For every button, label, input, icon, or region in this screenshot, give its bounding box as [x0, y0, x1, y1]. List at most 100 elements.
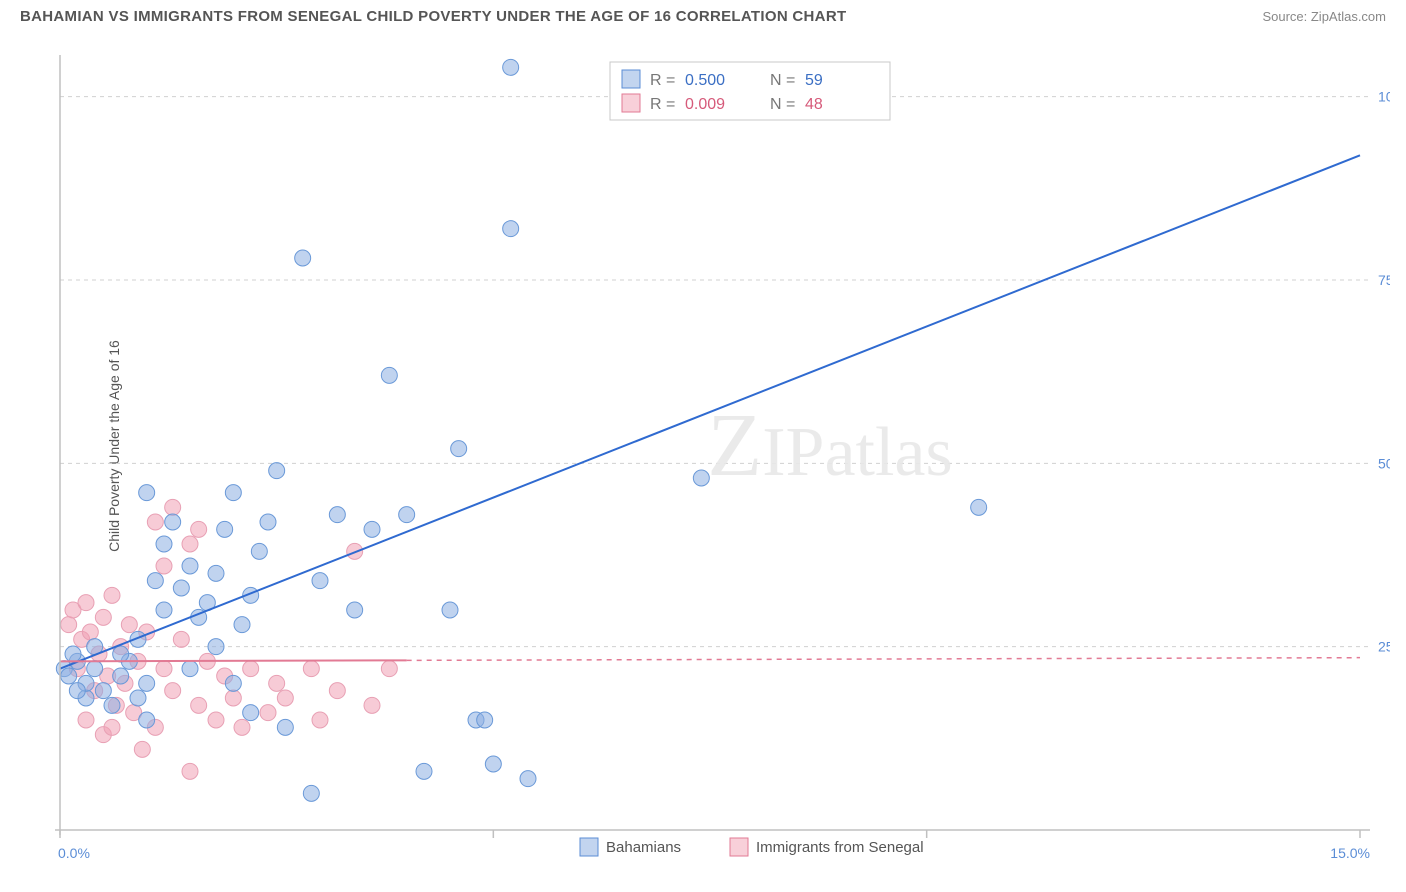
scatter-point-bahamian — [260, 514, 276, 530]
scatter-point-senegal — [269, 675, 285, 691]
stat-n-label: N = — [770, 72, 795, 89]
scatter-point-senegal — [61, 617, 77, 633]
scatter-point-senegal — [191, 521, 207, 537]
scatter-point-senegal — [381, 661, 397, 677]
scatter-point-bahamian — [147, 573, 163, 589]
scatter-point-bahamian — [182, 558, 198, 574]
scatter-point-bahamian — [139, 485, 155, 501]
scatter-point-bahamian — [113, 646, 129, 662]
scatter-point-senegal — [208, 712, 224, 728]
scatter-point-bahamian — [269, 463, 285, 479]
scatter-point-senegal — [82, 624, 98, 640]
scatter-point-senegal — [104, 587, 120, 603]
scatter-point-bahamian — [69, 683, 85, 699]
scatter-point-senegal — [173, 631, 189, 647]
scatter-point-bahamian — [95, 683, 111, 699]
legend-label-bahamian: Bahamians — [606, 839, 681, 856]
x-tick-label: 0.0% — [58, 845, 90, 861]
scatter-point-senegal — [303, 661, 319, 677]
scatter-point-bahamian — [156, 602, 172, 618]
scatter-point-bahamian — [130, 690, 146, 706]
chart-title: BAHAMIAN VS IMMIGRANTS FROM SENEGAL CHIL… — [20, 8, 846, 25]
scatter-point-bahamian — [217, 521, 233, 537]
scatter-point-bahamian — [364, 521, 380, 537]
scatter-point-bahamian — [503, 221, 519, 237]
scatter-point-senegal — [147, 514, 163, 530]
scatter-point-senegal — [234, 719, 250, 735]
legend-swatch-bahamian-icon — [580, 838, 598, 856]
scatter-point-senegal — [78, 712, 94, 728]
scatter-point-senegal — [95, 609, 111, 625]
scatter-point-senegal — [260, 705, 276, 721]
stat-r-senegal: 0.009 — [685, 96, 725, 113]
scatter-point-bahamian — [243, 705, 259, 721]
scatter-point-bahamian — [208, 565, 224, 581]
scatter-point-senegal — [78, 595, 94, 611]
scatter-point-bahamian — [251, 543, 267, 559]
scatter-point-senegal — [156, 661, 172, 677]
scatter-point-bahamian — [156, 536, 172, 552]
legend-swatch-senegal-icon — [730, 838, 748, 856]
scatter-point-bahamian — [381, 367, 397, 383]
watermark: ZIPatlas — [707, 396, 953, 495]
scatter-point-bahamian — [520, 771, 536, 787]
swatch-bahamian-icon — [622, 70, 640, 88]
scatter-chart: 25.0%50.0%75.0%100.0%ZIPatlas0.0%15.0%R … — [50, 40, 1390, 850]
scatter-point-bahamian — [225, 485, 241, 501]
scatter-point-bahamian — [182, 661, 198, 677]
y-tick-label: 100.0% — [1378, 89, 1390, 105]
scatter-point-bahamian — [139, 712, 155, 728]
scatter-point-senegal — [104, 719, 120, 735]
scatter-point-senegal — [225, 690, 241, 706]
chart-svg: 25.0% 50.0% 75.0% 100.0% ZIPatlas 0.0% 15.0% R … — [50, 40, 1390, 890]
x-tick-label: 15.0% — [1330, 845, 1370, 861]
source-attribution: Source: ZipAtlas.com — [1262, 9, 1386, 24]
scatter-point-senegal — [329, 683, 345, 699]
stat-r-label: R = — [650, 72, 675, 89]
scatter-point-bahamian — [225, 675, 241, 691]
swatch-senegal-icon — [622, 94, 640, 112]
scatter-point-senegal — [121, 617, 137, 633]
stat-r-label: R = — [650, 96, 675, 113]
scatter-point-bahamian — [477, 712, 493, 728]
stat-n-bahamian: 59 — [805, 72, 823, 89]
scatter-point-bahamian — [693, 470, 709, 486]
scatter-point-bahamian — [399, 507, 415, 523]
stat-r-bahamian: 0.500 — [685, 72, 725, 89]
chart-header: BAHAMIAN VS IMMIGRANTS FROM SENEGAL CHIL… — [0, 0, 1406, 25]
scatter-point-bahamian — [303, 785, 319, 801]
trendline-senegal — [60, 660, 407, 661]
scatter-point-bahamian — [329, 507, 345, 523]
scatter-point-bahamian — [485, 756, 501, 772]
trendline-senegal-dashed — [407, 658, 1360, 661]
scatter-point-bahamian — [104, 697, 120, 713]
scatter-point-senegal — [165, 683, 181, 699]
scatter-point-bahamian — [295, 250, 311, 266]
y-tick-label: 25.0% — [1378, 639, 1390, 655]
scatter-point-bahamian — [347, 602, 363, 618]
scatter-point-senegal — [243, 661, 259, 677]
source-link[interactable]: ZipAtlas.com — [1311, 9, 1386, 24]
scatter-point-bahamian — [139, 675, 155, 691]
scatter-point-senegal — [312, 712, 328, 728]
scatter-point-bahamian — [312, 573, 328, 589]
scatter-point-bahamian — [416, 763, 432, 779]
scatter-point-bahamian — [165, 514, 181, 530]
y-tick-label: 50.0% — [1378, 455, 1390, 471]
scatter-point-bahamian — [113, 668, 129, 684]
stat-n-senegal: 48 — [805, 96, 823, 113]
scatter-point-bahamian — [234, 617, 250, 633]
scatter-point-bahamian — [451, 441, 467, 457]
scatter-point-bahamian — [442, 602, 458, 618]
scatter-point-bahamian — [61, 668, 77, 684]
stat-n-label: N = — [770, 96, 795, 113]
scatter-point-senegal — [364, 697, 380, 713]
scatter-point-bahamian — [87, 661, 103, 677]
scatter-point-bahamian — [971, 499, 987, 515]
scatter-point-senegal — [277, 690, 293, 706]
scatter-point-senegal — [156, 558, 172, 574]
y-tick-label: 75.0% — [1378, 272, 1390, 288]
scatter-point-bahamian — [173, 580, 189, 596]
scatter-point-senegal — [182, 536, 198, 552]
scatter-point-senegal — [191, 697, 207, 713]
